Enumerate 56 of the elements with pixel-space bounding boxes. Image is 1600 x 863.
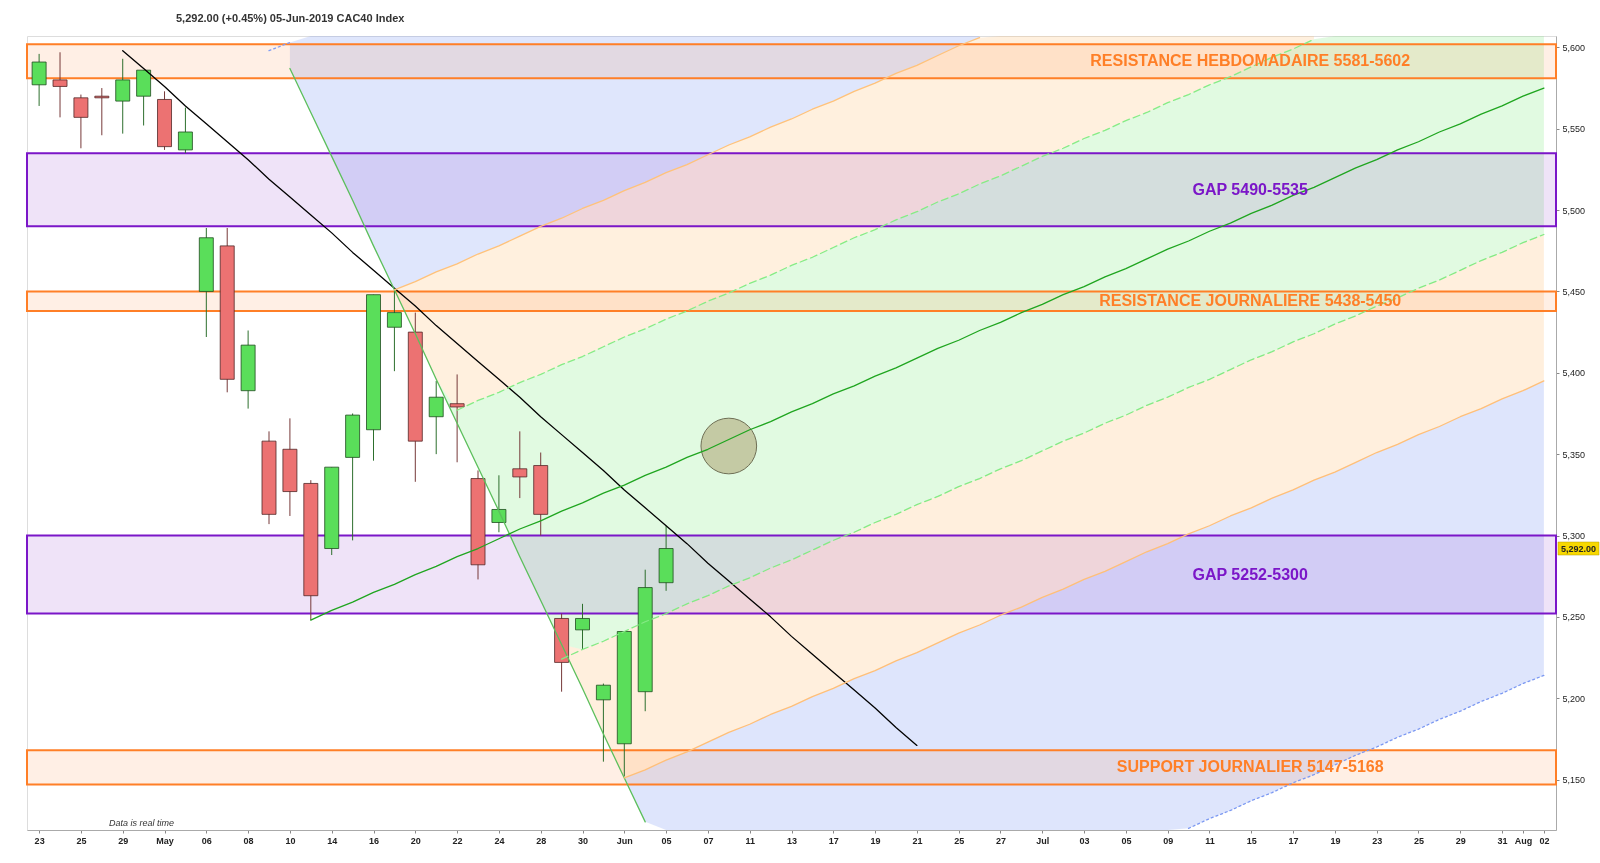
x-tick-label: 25 — [76, 835, 87, 846]
x-tick-label: 17 — [1288, 835, 1299, 846]
x-tick-label: 07 — [703, 835, 714, 846]
x-tick-label: 29 — [1455, 835, 1466, 846]
band-label: RESISTANCE HEBDOMADAIRE 5581-5602 — [1090, 52, 1411, 70]
x-tick-label: 14 — [327, 835, 338, 846]
x-tick-label: 31 — [1497, 835, 1508, 846]
x-tick-label: 10 — [285, 835, 296, 846]
x-tick-label: 03 — [1079, 835, 1090, 846]
x-tick-label: 15 — [1246, 835, 1257, 846]
band-label: SUPPORT JOURNALIER 5147-5168 — [1116, 758, 1384, 776]
x-tick-label: 02 — [1539, 835, 1550, 846]
y-tick-label: 5,500 — [1562, 205, 1586, 216]
y-tick-label: 5,400 — [1562, 368, 1586, 379]
x-tick-label: 13 — [786, 835, 798, 846]
x-tick-label: 17 — [828, 835, 839, 846]
chart-title: 5,292.00 (+0.45%) 05-Jun-2019 CAC40 Index — [176, 12, 406, 24]
band-label: RESISTANCE JOURNALIERE 5438-5450 — [1099, 292, 1402, 310]
band-label: GAP 5490-5535 — [1192, 180, 1308, 198]
y-tick-label: 5,150 — [1562, 775, 1586, 786]
x-tick-label: 16 — [369, 835, 380, 846]
x-tick-label: 23 — [34, 835, 45, 846]
x-tick-label: 21 — [912, 835, 923, 846]
x-tick-label: 24 — [494, 835, 505, 846]
y-tick-label: 5,550 — [1562, 124, 1586, 135]
band-label: GAP 5252-5300 — [1192, 565, 1308, 583]
x-tick-label: 11 — [1205, 835, 1215, 846]
x-tick-label: 29 — [118, 835, 129, 846]
y-tick-label: 5,250 — [1562, 612, 1586, 623]
x-tick-label: 05 — [1121, 835, 1132, 846]
x-tick-label: 28 — [536, 835, 547, 846]
x-tick-label: 11 — [745, 835, 755, 846]
x-tick-label: 06 — [201, 835, 212, 846]
x-tick-label: 19 — [870, 835, 881, 846]
x-tick-label: 27 — [995, 835, 1006, 846]
x-tick-label: Aug — [1514, 835, 1533, 846]
x-tick-label: May — [156, 835, 174, 846]
x-tick-label: 20 — [410, 835, 421, 846]
x-tick-label: 30 — [578, 835, 589, 846]
x-tick-label: 23 — [1372, 835, 1383, 846]
x-tick-label: 09 — [1163, 835, 1174, 846]
x-tick-label: 05 — [661, 835, 672, 846]
x-tick-label: 22 — [452, 835, 463, 846]
x-tick-label: Jun — [616, 835, 633, 846]
text: 5,292.00 — [1560, 543, 1597, 554]
annotation: Data is real time — [109, 818, 175, 828]
y-tick-label: 5,200 — [1562, 693, 1586, 704]
x-tick-label: 08 — [243, 835, 254, 846]
x-tick-label: 25 — [954, 835, 965, 846]
y-tick-label: 5,450 — [1562, 286, 1586, 297]
y-tick-label: 5,350 — [1562, 449, 1586, 460]
y-tick-label: 5,600 — [1562, 42, 1586, 53]
x-tick-label: Jul — [1036, 835, 1050, 846]
y-tick-label: 5,300 — [1562, 531, 1586, 541]
x-tick-label: 25 — [1413, 835, 1424, 846]
x-tick-label: 19 — [1330, 835, 1341, 846]
